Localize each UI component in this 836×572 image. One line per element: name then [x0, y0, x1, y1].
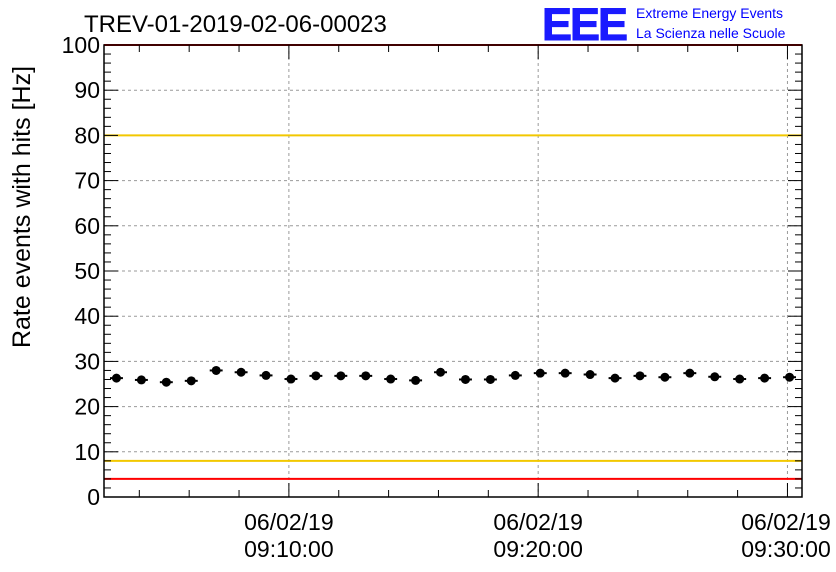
- data-point: [111, 373, 121, 383]
- data-point: [735, 374, 745, 384]
- x-tick-label-date: 06/02/19: [244, 509, 334, 535]
- data-point: [535, 368, 545, 378]
- y-tick-label: 20: [74, 394, 100, 420]
- data-point: [186, 376, 196, 386]
- data-point: [361, 371, 371, 381]
- y-tick-label: 60: [74, 213, 100, 239]
- y-tick-label: 30: [74, 348, 100, 374]
- plot-frame: [103, 44, 803, 498]
- eee-logo: EEE Extreme Energy Events La Scienza nel…: [542, 0, 786, 51]
- data-point: [161, 377, 171, 387]
- reference-lines: [104, 44, 802, 480]
- x-tick-label-time: 09:20:00: [493, 536, 583, 562]
- y-tick-label: 100: [62, 32, 100, 58]
- data-point: [610, 373, 620, 383]
- data-point: [785, 372, 795, 382]
- y-tick-label: 0: [87, 484, 100, 510]
- eee-logo-line1: Extreme Energy Events: [636, 5, 783, 21]
- data-point: [460, 374, 470, 384]
- x-tick-label-date: 06/02/19: [493, 509, 583, 535]
- data-point: [261, 370, 271, 380]
- data-point: [585, 370, 595, 380]
- y-tick-label: 70: [74, 168, 100, 194]
- data-point: [685, 368, 695, 378]
- tick-labels: 010203040506070809010006/02/1909:10:0006…: [62, 32, 831, 562]
- data-point: [436, 367, 446, 377]
- run-title: TREV-01-2019-02-06-00023: [84, 11, 387, 38]
- data-point: [286, 374, 296, 384]
- eee-logo-letters: EEE: [542, 0, 627, 50]
- y-axis-title: Rate events with hits [Hz]: [8, 66, 36, 348]
- y-tick-label: 80: [74, 122, 100, 148]
- x-tick-label-date: 06/02/19: [741, 509, 831, 535]
- y-tick-label: 50: [74, 258, 100, 284]
- data-points: [110, 365, 796, 387]
- data-point: [485, 374, 495, 384]
- data-point: [411, 375, 421, 385]
- data-point: [336, 371, 346, 381]
- data-point: [560, 368, 570, 378]
- data-point: [386, 374, 396, 384]
- x-tick-label-time: 09:30:00: [741, 536, 831, 562]
- data-point: [660, 372, 670, 382]
- data-point: [635, 371, 645, 381]
- grid: [104, 45, 802, 497]
- data-point: [136, 375, 146, 385]
- data-point: [236, 367, 246, 377]
- y-tick-label: 40: [74, 303, 100, 329]
- data-point: [710, 372, 720, 382]
- x-tick-label-time: 09:10:00: [244, 536, 334, 562]
- y-tick-label: 10: [74, 439, 100, 465]
- data-point: [311, 371, 321, 381]
- data-point: [760, 373, 770, 383]
- eee-logo-line2: La Scienza nelle Scuole: [636, 25, 786, 41]
- y-tick-label: 90: [74, 77, 100, 103]
- data-point: [510, 370, 520, 380]
- data-point: [211, 365, 221, 375]
